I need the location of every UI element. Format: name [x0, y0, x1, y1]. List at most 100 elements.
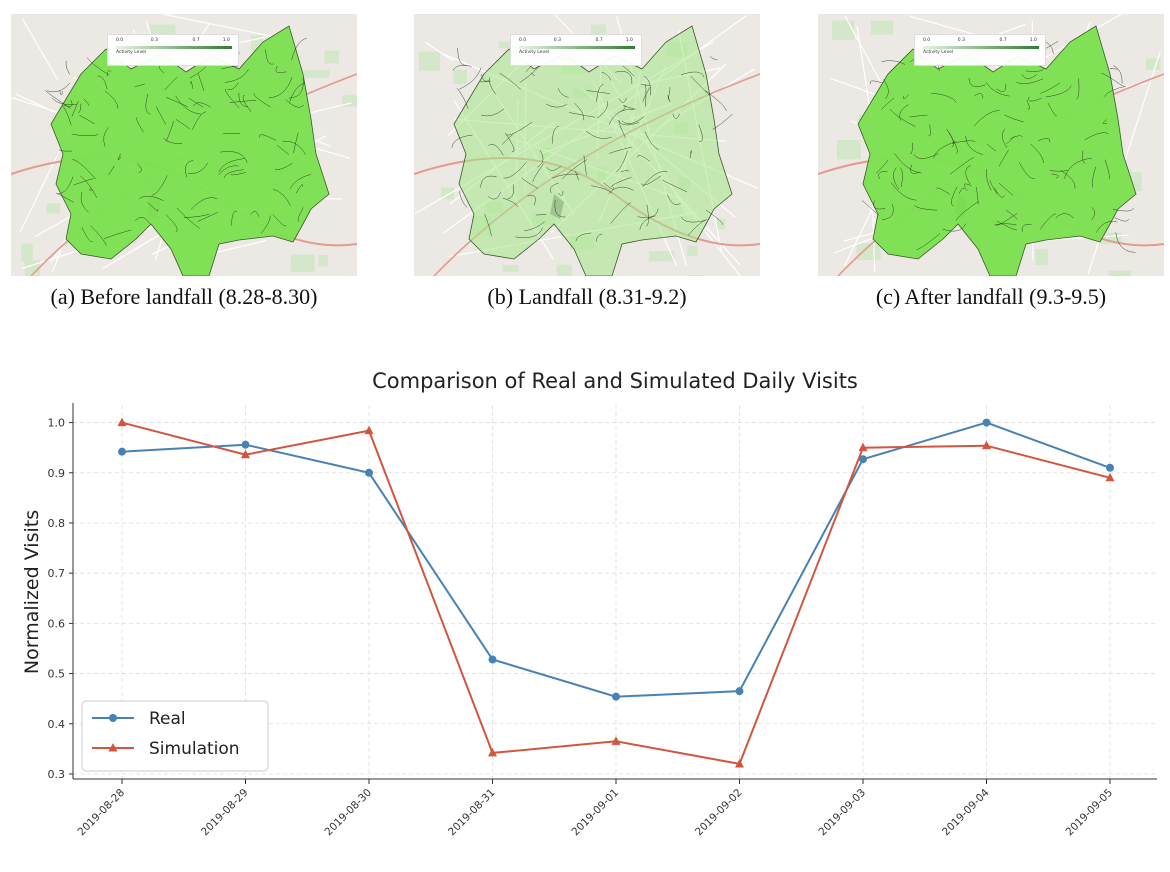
district-boundary: [913, 153, 939, 159]
map-legend: 0.0 0.3 0.7 1.0 Activity Level: [107, 34, 239, 66]
district-boundary: [965, 164, 972, 185]
district-boundary: [489, 77, 496, 95]
district-boundary: [164, 76, 178, 91]
district-boundary: [586, 90, 611, 94]
district-boundary: [80, 191, 89, 213]
data-point: [364, 425, 374, 435]
data-point: [982, 440, 991, 450]
district-boundary: [221, 66, 239, 70]
district-boundary: [189, 66, 207, 79]
district-boundary: [59, 149, 73, 152]
district-boundary: [176, 207, 200, 229]
district-boundary: [616, 150, 628, 173]
district-boundary: [272, 214, 287, 227]
district-boundary: [1060, 169, 1076, 189]
district-boundary: [1064, 157, 1092, 179]
district-boundary: [220, 151, 248, 163]
district-boundary: [106, 69, 112, 77]
district-boundary: [108, 166, 115, 176]
park-area: [324, 50, 339, 64]
district-boundary: [488, 191, 501, 200]
district-boundary: [641, 175, 662, 186]
district-boundary: [163, 137, 183, 144]
district-boundary: [666, 194, 681, 205]
district-boundary: [998, 182, 1014, 196]
y-tick-label: 0.5: [48, 668, 66, 681]
district-boundary: [457, 47, 467, 66]
district-boundary: [268, 76, 293, 99]
y-tick-label: 1.0: [48, 417, 66, 430]
district-boundary: [265, 49, 274, 65]
street: [844, 15, 883, 84]
district-boundary: [914, 205, 938, 211]
district-boundary: [139, 196, 164, 202]
district-boundary: [165, 97, 189, 108]
park-area: [303, 70, 330, 78]
street: [164, 14, 286, 40]
district-boundary: [218, 165, 239, 176]
district-boundary: [72, 159, 97, 180]
y-tick-label: 0.9: [48, 467, 66, 480]
district-boundary: [185, 160, 194, 178]
district-boundary: [1026, 99, 1030, 110]
district-boundary: [229, 99, 257, 103]
legend-marker: [109, 714, 117, 722]
x-tick-label: 2019-09-04: [940, 786, 992, 838]
district-boundary: [145, 93, 151, 115]
data-point: [1106, 463, 1114, 472]
district-boundary: [137, 163, 142, 173]
district-boundary: [909, 114, 928, 118]
park-area: [871, 20, 893, 35]
district-boundary: [499, 72, 521, 90]
data-point: [858, 442, 868, 452]
district-boundary: [524, 221, 545, 232]
district-boundary: [165, 214, 178, 233]
district-boundary: [974, 93, 984, 99]
district-boundary: [458, 191, 468, 208]
legend-tick: 0.3: [150, 38, 158, 43]
district-boundary: [690, 75, 711, 97]
district-boundary: [1010, 135, 1023, 140]
district-boundary: [80, 175, 98, 198]
legend-tick: 0.7: [192, 38, 200, 43]
y-axis-label: Normalized Visits: [21, 510, 43, 674]
district-boundary: [192, 111, 207, 130]
district-boundary: [527, 195, 536, 206]
district-boundary: [197, 212, 218, 222]
district-boundary: [188, 162, 208, 174]
legend-colorbar: [519, 46, 635, 49]
district-boundary: [224, 169, 244, 178]
district-boundary: [1114, 217, 1129, 222]
district-boundary: [643, 75, 651, 96]
district-boundary: [1051, 173, 1059, 179]
park-area: [1108, 270, 1121, 276]
line-chart: Comparison of Real and Simulated Daily V…: [21, 369, 1157, 838]
data-point: [117, 417, 127, 427]
district-boundary: [147, 202, 159, 212]
legend-tick: 0.3: [957, 38, 965, 43]
district-boundary: [188, 97, 204, 108]
district-boundary: [227, 82, 239, 91]
district-boundary: [698, 124, 703, 142]
district-boundary: [637, 208, 659, 218]
district-boundary: [712, 113, 733, 130]
district-boundary: [608, 108, 635, 125]
park-area: [440, 187, 455, 200]
series-line: [121, 421, 1111, 766]
district-boundary: [601, 71, 612, 81]
district-boundary: [81, 227, 93, 243]
district-boundary: [175, 95, 202, 115]
district-boundary: [504, 132, 515, 153]
district-boundary: [1039, 213, 1057, 230]
park-area: [318, 255, 328, 267]
data-point: [1105, 472, 1115, 482]
district-boundary: [175, 119, 190, 130]
data-point: [859, 455, 867, 464]
district-boundary: [1004, 114, 1024, 123]
district-boundary: [644, 131, 659, 151]
district-boundary: [1103, 86, 1127, 97]
district-boundary: [942, 223, 967, 232]
district-boundary: [672, 113, 680, 119]
district-boundary: [135, 217, 151, 224]
data-point: [488, 747, 497, 757]
